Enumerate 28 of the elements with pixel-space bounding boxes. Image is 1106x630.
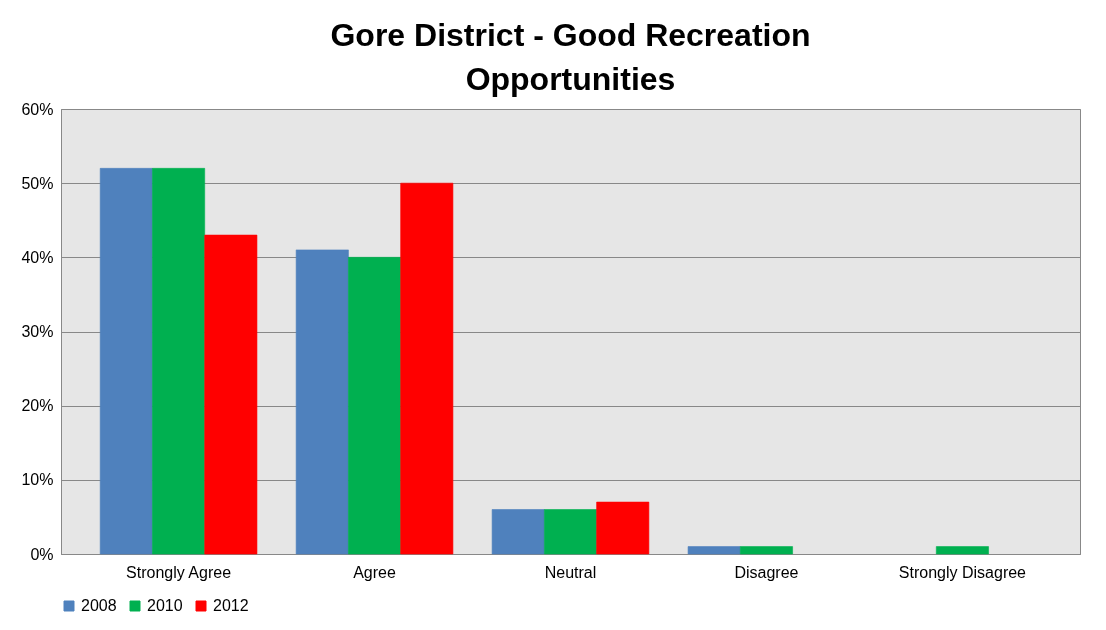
y-tick-label: 20% bbox=[21, 397, 54, 415]
y-tick-label: 30% bbox=[21, 323, 54, 340]
x-tick-label: Strongly Disagree bbox=[898, 563, 1027, 581]
legend-label: 2010 bbox=[147, 597, 183, 614]
bar bbox=[687, 546, 741, 555]
x-tick-label: Disagree bbox=[734, 563, 799, 581]
bar bbox=[935, 546, 990, 555]
y-tick-label: 0% bbox=[30, 545, 54, 563]
bar bbox=[543, 509, 598, 555]
y-tick-label: 60% bbox=[21, 100, 54, 118]
y-tick-label: 50% bbox=[21, 174, 54, 192]
bar bbox=[151, 167, 206, 555]
bar bbox=[204, 234, 258, 555]
y-tick-label: 10% bbox=[21, 471, 54, 489]
bar bbox=[295, 249, 349, 555]
bar bbox=[596, 501, 650, 555]
chart-title: Gore District - Good Recreation Opportunities bbox=[330, 17, 811, 97]
x-tick-label: Neutral bbox=[544, 563, 597, 581]
bar bbox=[491, 509, 545, 555]
legend-label: 2012 bbox=[213, 597, 249, 614]
legend-label: 2008 bbox=[81, 597, 117, 614]
x-tick-label: Agree bbox=[353, 563, 396, 581]
x-tick-label: Strongly Agree bbox=[126, 563, 232, 581]
bar bbox=[99, 167, 153, 555]
bar bbox=[739, 546, 794, 555]
bar bbox=[400, 182, 454, 555]
y-tick-label: 40% bbox=[21, 248, 54, 266]
bar bbox=[347, 256, 402, 555]
